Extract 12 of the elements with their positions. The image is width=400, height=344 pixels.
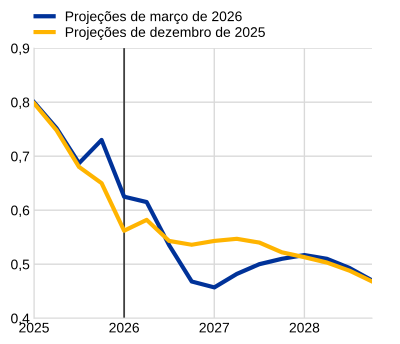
legend-label: Projeções de dezembro de 2025 — [66, 26, 265, 40]
x-tick-label: 2026 — [109, 322, 139, 333]
legend-label: Projeções de março de 2026 — [66, 11, 242, 24]
y-tick-label: 0,5 — [11, 260, 30, 271]
x-tick-label: 2028 — [290, 322, 320, 333]
y-tick-label: 0,9 — [11, 43, 30, 55]
x-tick-label: 2025 — [19, 322, 49, 333]
y-tick-label: 0,4 — [11, 314, 30, 326]
y-tick-label: 0,6 — [11, 206, 30, 217]
x-tick-label: 2027 — [200, 322, 230, 333]
y-tick-label: 0,7 — [11, 152, 30, 163]
y-tick-label: 0,8 — [11, 98, 30, 109]
